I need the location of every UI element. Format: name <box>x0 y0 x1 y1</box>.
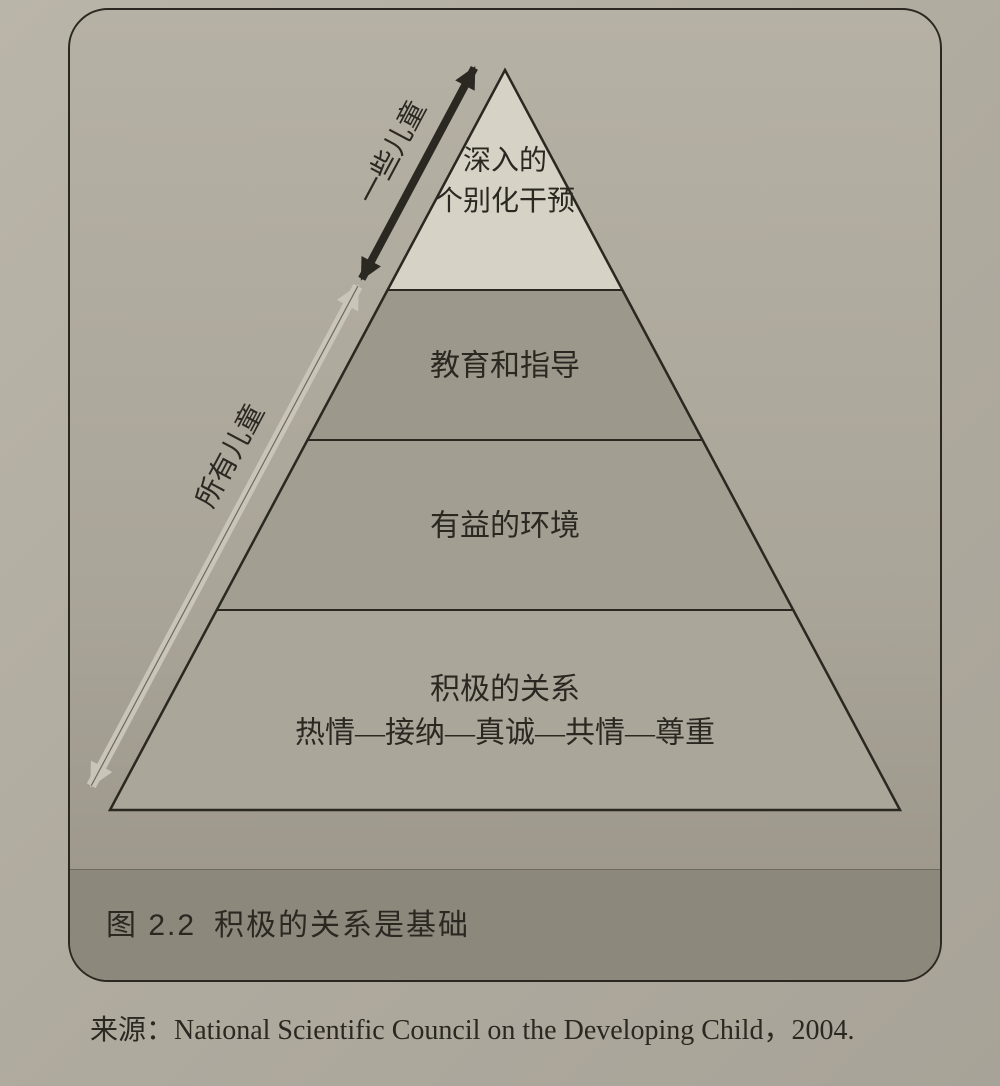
side-label-all-children: 所有儿童 <box>190 399 271 513</box>
tier-label: 深入的 <box>463 145 547 177</box>
pyramid-tier-tier1 <box>110 610 900 810</box>
figure-caption: 图 2.2 积极的关系是基础 <box>106 900 470 944</box>
source-line: 来源：National Scientific Council on the De… <box>90 1008 854 1048</box>
pyramid-diagram: 深入的个别化干预教育和指导有益的环境积极的关系热情—接纳—真诚—共情—尊重 一些儿… <box>70 10 940 870</box>
tier-label: 教育和指导 <box>430 350 580 383</box>
figure-number: 图 2.2 <box>106 909 196 942</box>
tier-label: 积极的关系 <box>430 673 580 706</box>
side-label-some-children: 一些儿童 <box>352 96 433 210</box>
figure-title: 积极的关系是基础 <box>214 909 470 942</box>
tier-label: 有益的环境 <box>430 510 580 543</box>
tier-label: 个别化干预 <box>435 185 575 217</box>
source-label: 来源： <box>90 1015 174 1046</box>
figure-frame: 深入的个别化干预教育和指导有益的环境积极的关系热情—接纳—真诚—共情—尊重 一些儿… <box>68 8 942 982</box>
source-text: National Scientific Council on the Devel… <box>174 1015 854 1046</box>
pyramid-tier-tier4 <box>388 70 623 290</box>
tier-label: 热情—接纳—真诚—共情—尊重 <box>295 716 715 749</box>
figure-caption-bar: 图 2.2 积极的关系是基础 <box>70 869 940 980</box>
page: 深入的个别化干预教育和指导有益的环境积极的关系热情—接纳—真诚—共情—尊重 一些儿… <box>0 0 1000 1086</box>
